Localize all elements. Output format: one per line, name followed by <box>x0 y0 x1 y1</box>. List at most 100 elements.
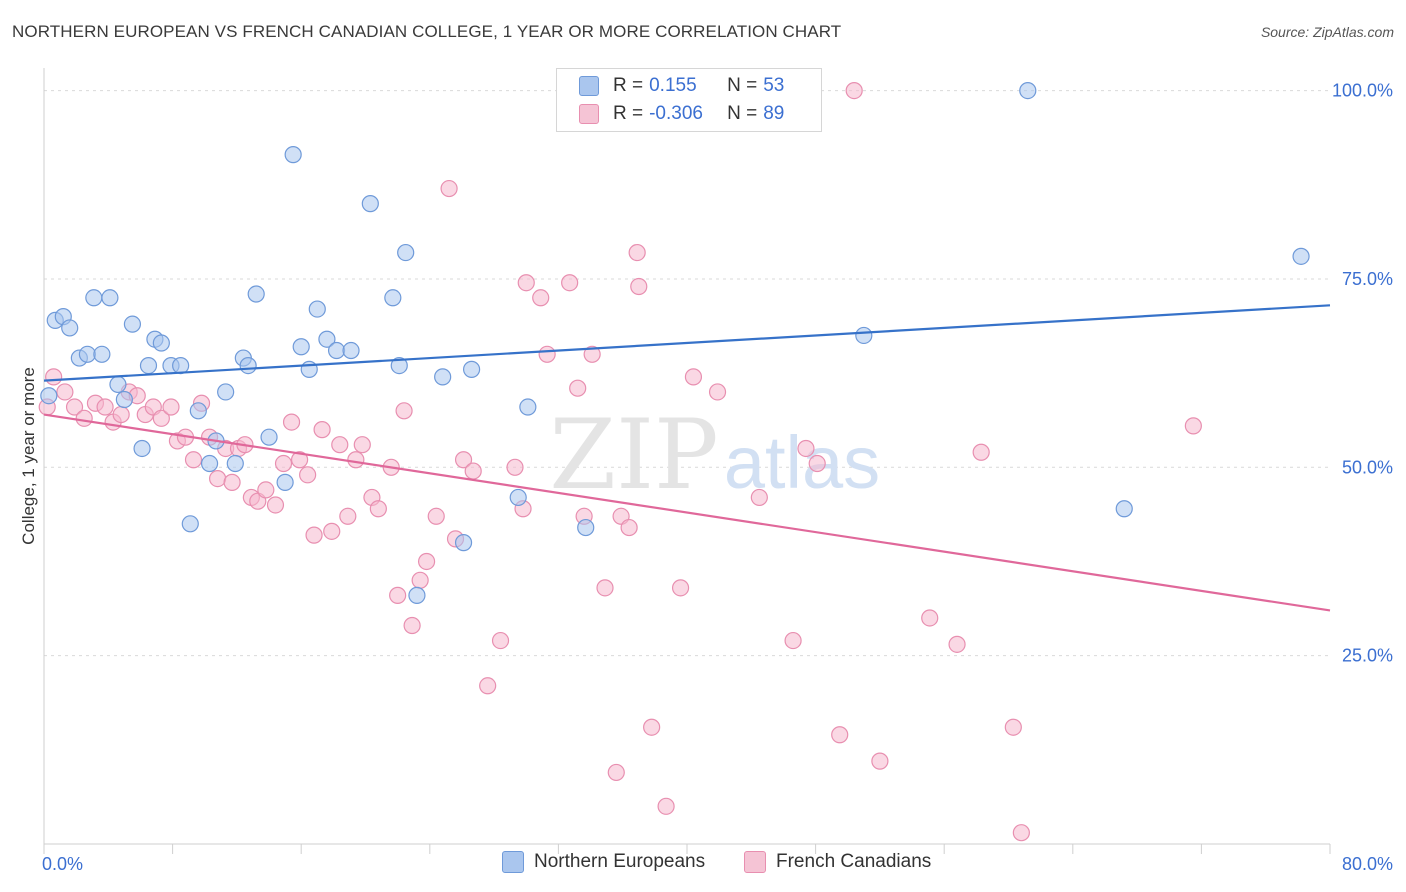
french-canadian-point <box>708 383 727 401</box>
x-ticks <box>43 844 1331 854</box>
french-canadian-point <box>440 179 458 198</box>
legend-item-northern[interactable]: Northern Europeans <box>502 851 705 873</box>
n-label: N = <box>727 75 758 96</box>
french-canadian-point <box>299 466 317 484</box>
n-value-french: 89 <box>763 103 785 124</box>
french-canadian-point <box>331 436 349 454</box>
french-canadian-point <box>657 797 675 815</box>
northern-european-point <box>101 289 119 307</box>
legend-row-northern: R = 0.155 N = 53 <box>579 74 784 98</box>
y-tick-label: 75.0% <box>1342 269 1393 289</box>
northern-european-point <box>327 341 346 360</box>
r-value-french: -0.306 <box>649 103 703 124</box>
blue-swatch <box>502 851 524 873</box>
french-canadian-point <box>831 726 849 744</box>
northern-european-point <box>93 345 111 363</box>
french-canadian-point <box>209 470 227 488</box>
northern-european-point <box>577 518 595 537</box>
french-canadian-point <box>538 345 556 363</box>
french-canadian-point <box>152 409 170 427</box>
french-canadian-point <box>427 507 445 525</box>
n-value-northern: 53 <box>763 75 785 96</box>
french-canadian-point <box>353 436 371 454</box>
french-canadian-point <box>630 277 648 296</box>
northern-european-point <box>139 356 158 375</box>
gridlines <box>44 90 1330 657</box>
french-canadian-point <box>464 462 482 480</box>
watermark-atlas: atlas <box>724 421 880 504</box>
french-canadian-point <box>643 718 661 736</box>
french-canadian-point <box>569 379 587 397</box>
northern-european-point <box>397 243 415 262</box>
french-canadian-point <box>290 451 309 469</box>
french-canadian-point <box>532 289 550 307</box>
northern-european-point <box>308 300 326 318</box>
northern-european-point <box>408 586 426 604</box>
french-canadian-point <box>417 552 436 571</box>
french-canadian-point <box>972 443 990 461</box>
french-canadian-point <box>56 383 74 401</box>
y-axis-title: College, 1 year or more <box>19 367 38 545</box>
trend-lines <box>43 304 1331 612</box>
french-canadian-point <box>871 752 889 770</box>
legend-row-french: R = -0.306 N = 89 <box>579 102 784 126</box>
french-canadian-point <box>274 454 293 473</box>
french-canadian-point <box>313 421 331 439</box>
northern-european-point <box>226 454 244 473</box>
chart-title: NORTHERN EUROPEAN VS FRENCH CANADIAN COL… <box>12 22 842 41</box>
northern-european-point <box>85 289 103 307</box>
northern-european-point <box>1292 247 1310 265</box>
french-canadian-point <box>65 398 84 416</box>
northern-european-point <box>61 319 79 337</box>
french-canadian-point <box>479 677 497 695</box>
northern-europeans-trend-line <box>43 304 1331 382</box>
french-canadian-point <box>517 274 535 292</box>
french-canadian-point <box>1004 718 1022 736</box>
french-canadian-point <box>784 631 802 650</box>
french-canadian-point <box>347 451 365 469</box>
northern-european-point <box>200 454 219 473</box>
series-legend: Northern Europeans French Canadians <box>0 851 1406 877</box>
northern-european-point <box>189 402 207 420</box>
french-canadian-point <box>369 500 387 518</box>
french-canadian-point <box>323 522 341 540</box>
french-canadian-point <box>339 507 357 525</box>
french-canadian-point <box>96 398 114 416</box>
northern-european-point <box>1019 82 1037 100</box>
french-canadian-point <box>411 571 429 589</box>
french-canadian-point <box>491 631 510 650</box>
northern-european-point <box>133 439 151 458</box>
northern-european-point <box>390 356 408 375</box>
legend-label-french: French Canadians <box>776 851 932 872</box>
r-value-northern: 0.155 <box>649 75 697 96</box>
northern-european-point <box>342 341 360 360</box>
french-canadian-point <box>282 413 301 431</box>
french-canadian-point <box>750 488 768 507</box>
pink-swatch <box>744 851 766 873</box>
northern-european-point <box>318 330 336 348</box>
northern-european-point <box>40 387 58 405</box>
french-canadian-point <box>389 586 407 604</box>
legend-item-french[interactable]: French Canadians <box>744 851 931 873</box>
y-tick-labels: 25.0% 50.0% 75.0% 100.0% <box>1332 81 1393 666</box>
northern-european-point <box>172 356 190 375</box>
french-canadian-point <box>684 368 703 386</box>
northern-european-point <box>384 289 402 307</box>
french-canadian-point <box>112 405 130 424</box>
northern-european-point <box>123 315 142 333</box>
northern-european-point <box>284 146 302 164</box>
northern-european-point <box>292 338 310 356</box>
northern-european-point <box>78 345 97 363</box>
r-label: R = <box>613 75 644 96</box>
northern-european-point <box>239 356 257 375</box>
french-canadian-point <box>583 345 601 363</box>
x-tick-label-min: 0.0% <box>42 854 83 874</box>
french-canadian-point <box>223 473 241 491</box>
n-label: N = <box>727 103 758 124</box>
french-canadian-point <box>628 243 646 262</box>
pink-swatch <box>579 104 599 124</box>
source-credit: Source: ZipAtlas.com <box>1260 24 1394 40</box>
y-tick-label: 100.0% <box>1332 81 1393 101</box>
northern-european-point <box>1115 500 1133 518</box>
